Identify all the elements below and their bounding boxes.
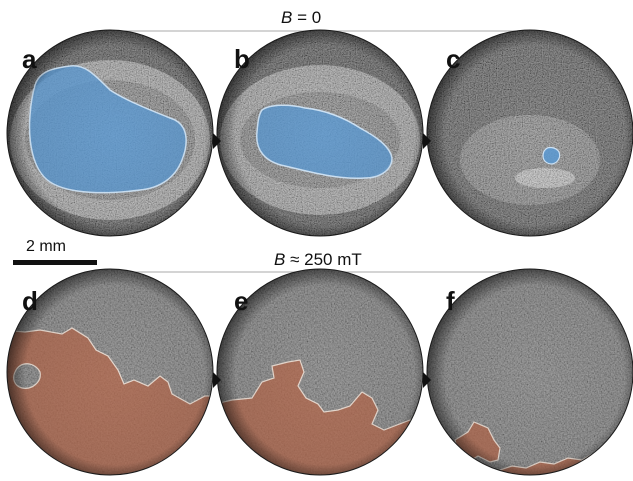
bottom-row-header: B ≈ 250 mT	[270, 251, 366, 268]
triangle-right-icon	[213, 133, 221, 149]
panel-label-e: e	[234, 286, 249, 316]
panel-label-c: c	[446, 44, 461, 74]
bottom-header-var: B	[274, 250, 286, 269]
panel-d-image	[7, 269, 213, 475]
scale-bar-label: 2 mm	[26, 238, 66, 255]
top-header-rest: = 0	[292, 8, 322, 27]
panel-label-f: f	[446, 286, 455, 316]
panel-c-frame	[426, 29, 633, 237]
scale-bar	[13, 260, 97, 265]
top-row-header: B = 0	[277, 8, 326, 27]
top-header-var: B	[281, 8, 293, 27]
triangle-right-icon	[423, 133, 431, 149]
panel-c-image	[427, 30, 633, 236]
triangle-right-icon	[423, 372, 431, 388]
panel-e-image	[217, 269, 423, 475]
panel-label-a: a	[22, 44, 37, 74]
panel-b-image	[217, 30, 423, 236]
panel-label-d: d	[22, 286, 38, 316]
panel-a-image	[7, 30, 213, 236]
panel-label-b: b	[234, 44, 250, 74]
panel-f-frame	[426, 268, 633, 476]
panel-f-image	[427, 269, 633, 475]
bottom-header-rest: ≈ 250 mT	[285, 250, 362, 269]
triangle-right-icon	[213, 372, 221, 388]
